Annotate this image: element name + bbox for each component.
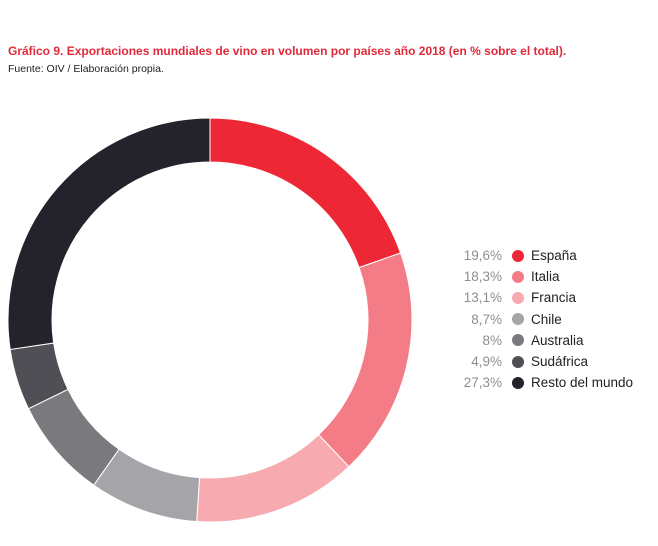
legend-value: 8% (482, 332, 502, 348)
legend-label: Francia (531, 290, 577, 306)
donut-chart (7, 117, 413, 523)
legend-item: 27,3% Resto del mundo (440, 372, 633, 393)
legend-swatch (512, 376, 524, 389)
legend-value: 19,6% (463, 248, 502, 264)
legend-swatch (512, 291, 524, 304)
legend-value: 8,7% (471, 311, 502, 327)
legend-item: 8% Australia (440, 330, 633, 351)
legend-item: 19,6% España (440, 245, 633, 266)
legend-swatch (512, 334, 524, 347)
legend-swatch (512, 270, 524, 283)
legend-value: 27,3% (463, 375, 502, 391)
legend-swatch (512, 313, 524, 326)
legend-label: Resto del mundo (531, 375, 634, 391)
legend-label: Sudáfrica (531, 354, 589, 370)
chart-legend: 19,6% España 18,3% Italia 13,1% Francia 8,7% Ch… (440, 245, 633, 393)
chart-source: Fuente: OIV / Elaboración propia. (8, 63, 164, 75)
legend-value: 4,9% (471, 354, 502, 370)
donut-slice-italia (317, 252, 413, 468)
donut-slice-francia (196, 434, 350, 523)
legend-item: 13,1% Francia (440, 287, 633, 308)
donut-slice-resto-del-mundo (7, 117, 211, 351)
legend-swatch (512, 355, 524, 368)
legend-item: 4,9% Sudáfrica (440, 351, 633, 372)
legend-item: 8,7% Chile (440, 309, 633, 330)
legend-label: Chile (531, 311, 562, 327)
legend-item: 18,3% Italia (440, 266, 633, 287)
legend-label: España (531, 248, 577, 264)
legend-swatch (512, 249, 524, 262)
donut-slice-espa-a (209, 117, 402, 269)
legend-label: Australia (531, 332, 584, 348)
legend-value: 13,1% (463, 290, 502, 306)
legend-label: Italia (531, 269, 560, 285)
legend-value: 18,3% (463, 269, 502, 285)
chart-title: Gráfico 9. Exportaciones mundiales de vi… (8, 44, 567, 58)
